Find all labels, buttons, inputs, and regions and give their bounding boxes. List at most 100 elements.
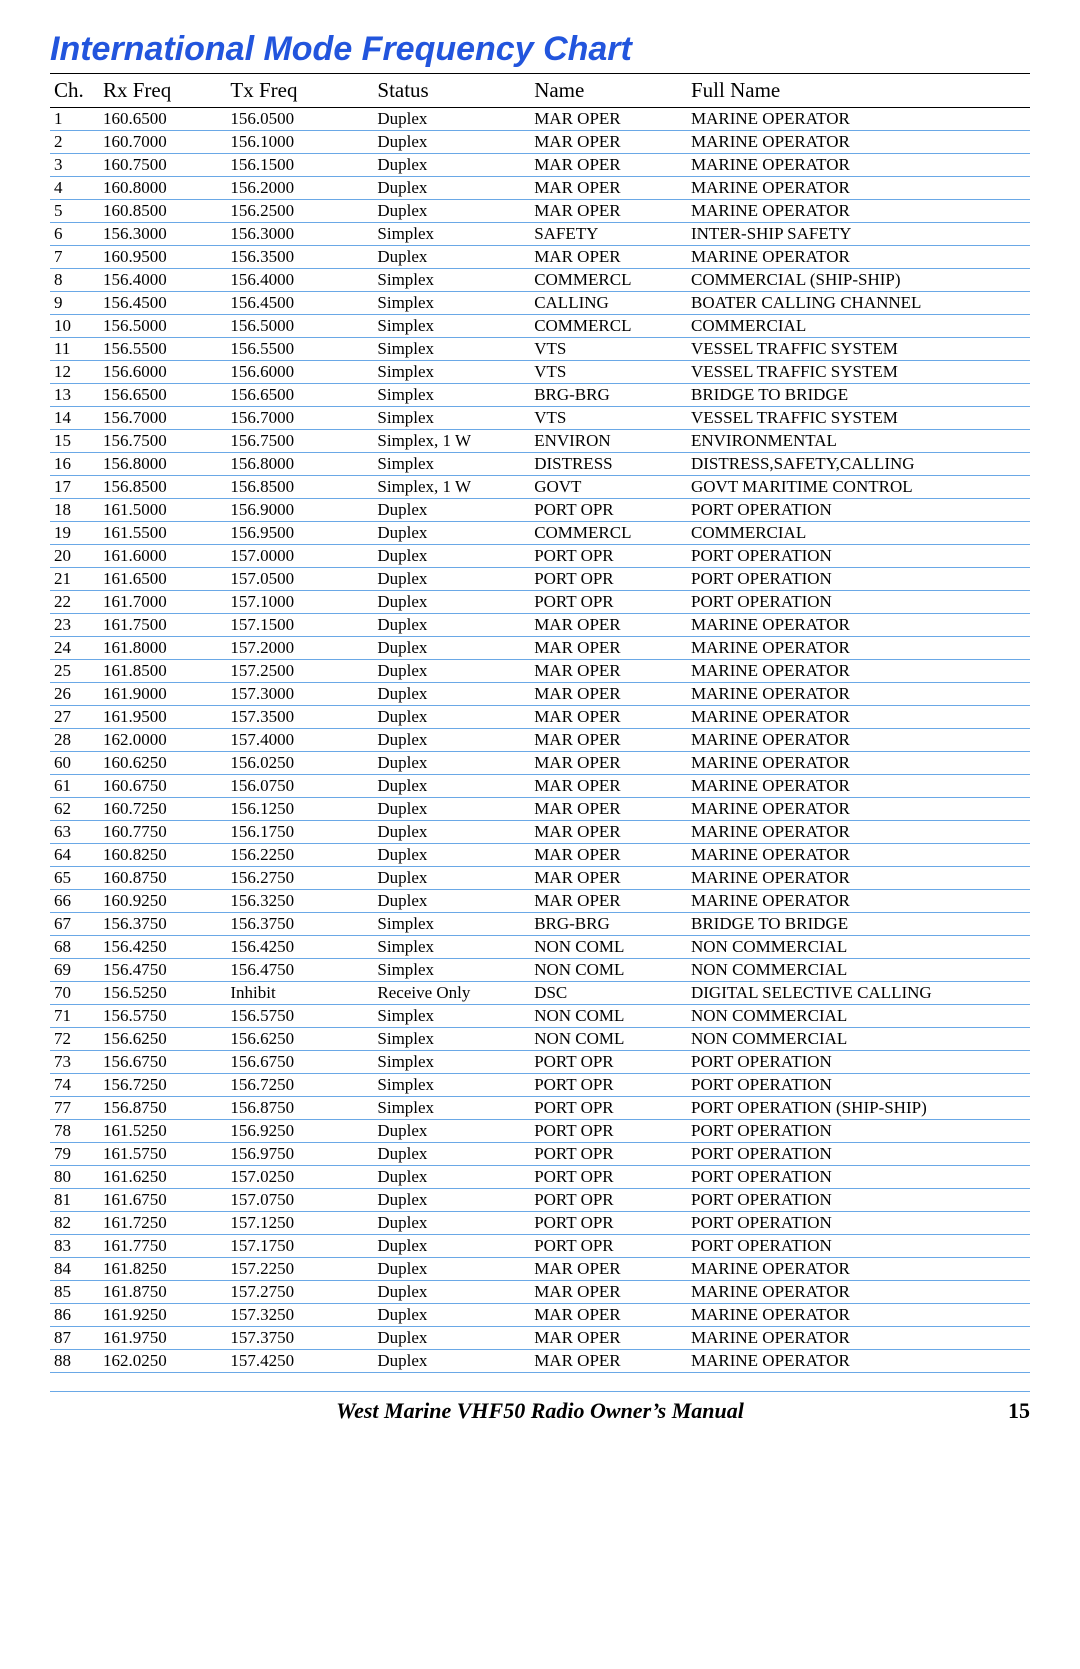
table-cell: 157.1500 [226,614,373,637]
table-cell: 156.6750 [226,1051,373,1074]
table-cell: Simplex [373,959,530,982]
table-cell: VESSEL TRAFFIC SYSTEM [687,338,1030,361]
table-row: 21161.6500157.0500DuplexPORT OPRPORT OPE… [50,568,1030,591]
table-cell: 157.0000 [226,545,373,568]
table-cell: 156.7500 [226,430,373,453]
table-cell: ENVIRON [530,430,687,453]
table-cell: 13 [50,384,99,407]
table-cell: 16 [50,453,99,476]
table-cell: Simplex [373,913,530,936]
table-cell: 11 [50,338,99,361]
table-cell: 156.7000 [99,407,226,430]
table-cell: 161.8000 [99,637,226,660]
table-cell: MARINE OPERATOR [687,637,1030,660]
table-cell: MAR OPER [530,775,687,798]
table-cell: 162.0250 [99,1350,226,1373]
table-row: 63160.7750156.1750DuplexMAR OPERMARINE O… [50,821,1030,844]
table-row: 71156.5750156.5750SimplexNON COMLNON COM… [50,1005,1030,1028]
table-cell: MAR OPER [530,683,687,706]
table-row: 73156.6750156.6750SimplexPORT OPRPORT OP… [50,1051,1030,1074]
table-cell: 79 [50,1143,99,1166]
table-cell: MARINE OPERATOR [687,867,1030,890]
table-cell: 64 [50,844,99,867]
table-cell: MARINE OPERATOR [687,798,1030,821]
table-cell: 156.0750 [226,775,373,798]
table-cell: 77 [50,1097,99,1120]
table-row: 88162.0250157.4250DuplexMAR OPERMARINE O… [50,1350,1030,1373]
table-cell: 156.9000 [226,499,373,522]
frequency-table: Ch. Rx Freq Tx Freq Status Name Full Nam… [50,76,1030,1373]
table-cell: 156.3500 [226,246,373,269]
table-cell: 63 [50,821,99,844]
table-row: 11156.5500156.5500SimplexVTSVESSEL TRAFF… [50,338,1030,361]
table-cell: 156.7250 [99,1074,226,1097]
table-cell: 161.6000 [99,545,226,568]
table-cell: 69 [50,959,99,982]
table-cell: PORT OPERATION [687,568,1030,591]
table-row: 16156.8000156.8000SimplexDISTRESSDISTRES… [50,453,1030,476]
table-row: 19161.5500156.9500DuplexCOMMERCLCOMMERCI… [50,522,1030,545]
table-cell: 22 [50,591,99,614]
table-cell: NON COMMERCIAL [687,1005,1030,1028]
table-cell: MARINE OPERATOR [687,683,1030,706]
table-cell: 161.9750 [99,1327,226,1350]
table-cell: 160.8000 [99,177,226,200]
table-cell: 157.1750 [226,1235,373,1258]
table-cell: 156.3750 [226,913,373,936]
table-cell: 161.5000 [99,499,226,522]
table-cell: Duplex [373,890,530,913]
table-cell: VTS [530,361,687,384]
table-cell: 156.5500 [226,338,373,361]
table-cell: MARINE OPERATOR [687,660,1030,683]
table-cell: 161.8250 [99,1258,226,1281]
table-cell: 161.7250 [99,1212,226,1235]
table-cell: 157.2000 [226,637,373,660]
table-row: 62160.7250156.1250DuplexMAR OPERMARINE O… [50,798,1030,821]
table-cell: 156.8000 [226,453,373,476]
table-row: 85161.8750157.2750DuplexMAR OPERMARINE O… [50,1281,1030,1304]
table-cell: 156.9250 [226,1120,373,1143]
table-cell: 161.9000 [99,683,226,706]
table-row: 15156.7500156.7500Simplex, 1 WENVIRONENV… [50,430,1030,453]
table-cell: Duplex [373,1327,530,1350]
table-row: 22161.7000157.1000DuplexPORT OPRPORT OPE… [50,591,1030,614]
table-cell: MAR OPER [530,890,687,913]
table-cell: 160.6750 [99,775,226,798]
table-cell: 156.6250 [226,1028,373,1051]
table-cell: PORT OPERATION [687,1074,1030,1097]
table-cell: 83 [50,1235,99,1258]
table-cell: 160.8750 [99,867,226,890]
table-cell: 156.9750 [226,1143,373,1166]
table-cell: 156.8750 [99,1097,226,1120]
table-cell: 8 [50,269,99,292]
table-cell: MAR OPER [530,867,687,890]
table-cell: MARINE OPERATOR [687,246,1030,269]
table-cell: 161.5750 [99,1143,226,1166]
table-cell: PORT OPR [530,1212,687,1235]
table-cell: COMMERCIAL [687,315,1030,338]
table-cell: NON COML [530,959,687,982]
table-row: 27161.9500157.3500DuplexMAR OPERMARINE O… [50,706,1030,729]
column-header: Ch. [50,76,99,108]
table-cell: COMMERCIAL [687,522,1030,545]
table-cell: 19 [50,522,99,545]
table-cell: 2 [50,131,99,154]
table-cell: 156.6500 [226,384,373,407]
table-cell: COMMERCL [530,315,687,338]
table-row: 8156.4000156.4000SimplexCOMMERCLCOMMERCI… [50,269,1030,292]
table-cell: 156.0250 [226,752,373,775]
table-cell: 161.7500 [99,614,226,637]
table-cell: Duplex [373,1304,530,1327]
table-cell: 66 [50,890,99,913]
table-row: 60160.6250156.0250DuplexMAR OPERMARINE O… [50,752,1030,775]
table-cell: Duplex [373,660,530,683]
table-cell: BRIDGE TO BRIDGE [687,913,1030,936]
table-cell: Simplex [373,1074,530,1097]
document-page: International Mode Frequency Chart Ch. R… [0,0,1080,1444]
table-cell: 156.4750 [99,959,226,982]
table-cell: MAR OPER [530,821,687,844]
table-cell: MARINE OPERATOR [687,154,1030,177]
table-row: 84161.8250157.2250DuplexMAR OPERMARINE O… [50,1258,1030,1281]
table-cell: 68 [50,936,99,959]
table-row: 5160.8500156.2500DuplexMAR OPERMARINE OP… [50,200,1030,223]
